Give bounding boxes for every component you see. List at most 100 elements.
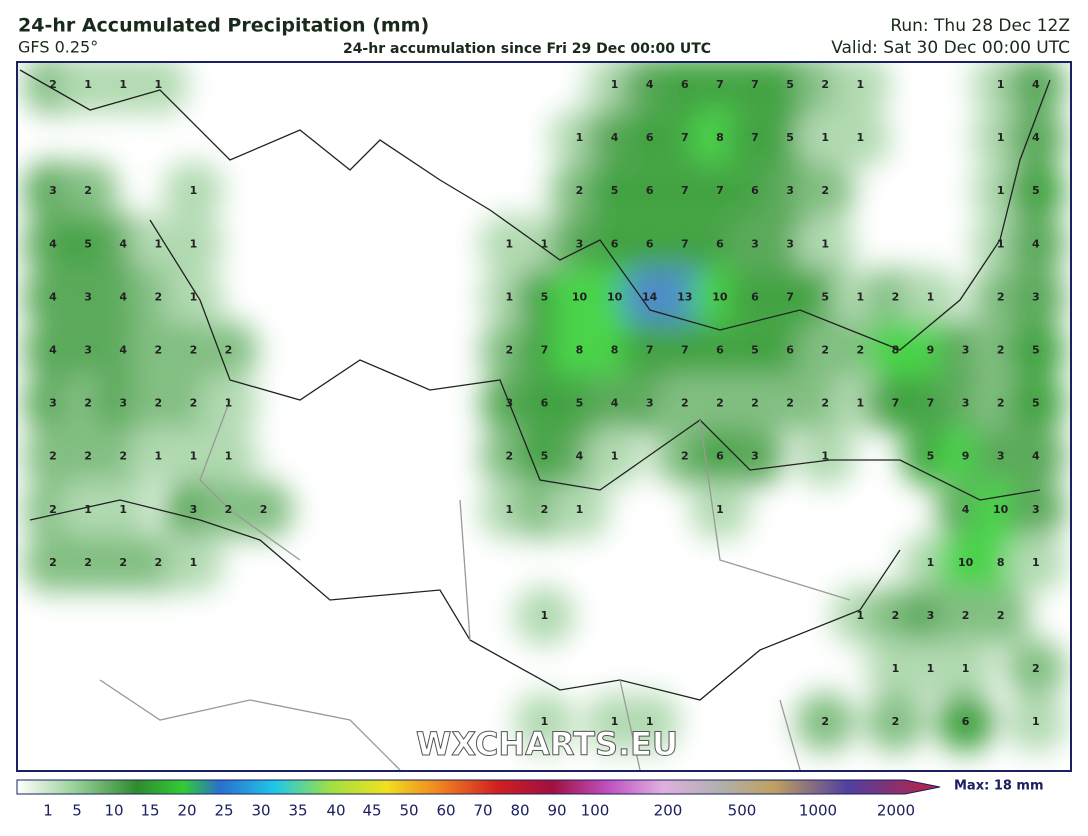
grid-value: 6 [681,78,689,91]
precip-cell [198,426,259,487]
grid-value: 7 [681,237,689,250]
precip-cell [163,532,224,593]
grid-value: 3 [751,237,759,250]
grid-value: 1 [997,131,1005,144]
precip-cell [514,692,575,753]
grid-value: 6 [716,237,724,250]
grid-value: 7 [927,397,935,410]
grid-value: 2 [84,450,92,463]
grid-value: 4 [1032,78,1040,91]
grid-value: 2 [84,184,92,197]
grid-value: 6 [646,131,654,144]
grid-value: 1 [856,609,864,622]
grid-value: 5 [751,344,759,357]
precip-cell [1005,426,1066,487]
colorbar-tick-label: 500 [728,802,757,820]
value-labels: 2 1 1 1 1 4 6 7 7 5 2 1 1 41 4 6 7 8 7 5 1 1 1 43 2 1 2 5 6 7 7 6 3 2 1 54 5… [49,78,1040,728]
grid-value: 2 [681,397,689,410]
grid-value: 1 [154,450,162,463]
grid-value: 5 [821,290,829,303]
grid-value: 1 [505,503,513,516]
grid-value: 7 [786,290,794,303]
grid-value: 2 [892,290,900,303]
precip-cell [163,161,224,222]
grid-value: 1 [541,609,549,622]
precip-shading [23,62,1066,753]
grid-value: 9 [962,450,970,463]
grid-value: 1 [856,78,864,91]
precip-cell [93,479,154,540]
grid-value: 1 [576,503,584,516]
grid-value: 3 [962,344,970,357]
grid-value: 2 [892,609,900,622]
grid-value: 1 [84,78,92,91]
grid-value: 1 [821,131,829,144]
grid-value: 6 [751,184,759,197]
model: GFS 0.25° [18,38,98,57]
grid-value: 3 [646,397,654,410]
precip-cell [865,692,926,753]
colorbar-tick-label: 25 [214,802,233,820]
colorbar-tick-label: 50 [399,802,418,820]
grid-value: 3 [751,450,759,463]
grid-value: 1 [856,290,864,303]
grid-value: 3 [1032,503,1040,516]
colorbar-tick-label: 15 [140,802,159,820]
grid-value: 6 [646,184,654,197]
grid-value: 6 [716,344,724,357]
grid-value: 3 [119,397,127,410]
grid-value: 6 [716,450,724,463]
colorbar-tick-label: 30 [251,802,270,820]
grid-value: 2 [225,344,233,357]
grid-value: 1 [190,184,198,197]
grid-value: 3 [927,609,935,622]
grid-value: 4 [119,290,127,303]
grid-value: 1 [225,450,233,463]
grid-value: 5 [1032,344,1040,357]
grid-value: 1 [505,237,513,250]
grid-value: 1 [1032,715,1040,728]
map-frame [16,61,1072,772]
run: Run: Thu 28 Dec 12Z [890,16,1070,36]
grid-value: 2 [505,344,513,357]
grid-value: 1 [154,78,162,91]
grid-value: 2 [119,450,127,463]
grid-value: 2 [154,397,162,410]
grid-value: 7 [716,184,724,197]
grid-value: 2 [49,556,57,569]
grid-value: 1 [576,131,584,144]
grid-value: 2 [997,344,1005,357]
precip-cell [1005,108,1066,169]
precip-cell [970,586,1031,646]
precip-cell [1005,373,1066,434]
grid-value: 10 [607,290,623,303]
grid-value: 1 [856,131,864,144]
grid-value: 1 [541,715,549,728]
valid: Valid: Sat 30 Dec 00:00 UTC [831,38,1070,58]
grid-value: 7 [541,344,549,357]
grid-value: 8 [716,131,724,144]
grid-value: 14 [642,290,658,303]
grid-value: 3 [190,503,198,516]
grid-value: 2 [997,397,1005,410]
grid-value: 3 [49,184,57,197]
grid-value: 4 [611,397,619,410]
grid-value: 4 [646,78,654,91]
grid-value: 1 [190,290,198,303]
grid-value: 2 [84,397,92,410]
precip-cell [619,692,680,753]
grid-value: 7 [751,131,759,144]
grid-value: 4 [576,450,584,463]
precip-cell [795,161,856,222]
grid-value: 6 [751,290,759,303]
grid-value: 7 [751,78,759,91]
watermark: WXCHARTS.EU [416,725,678,763]
grid-value: 8 [997,556,1005,569]
grid-value: 2 [892,715,900,728]
grid-value: 2 [751,397,759,410]
grid-value: 1 [997,184,1005,197]
grid-value: 1 [190,556,198,569]
precip-cell [1005,532,1066,593]
